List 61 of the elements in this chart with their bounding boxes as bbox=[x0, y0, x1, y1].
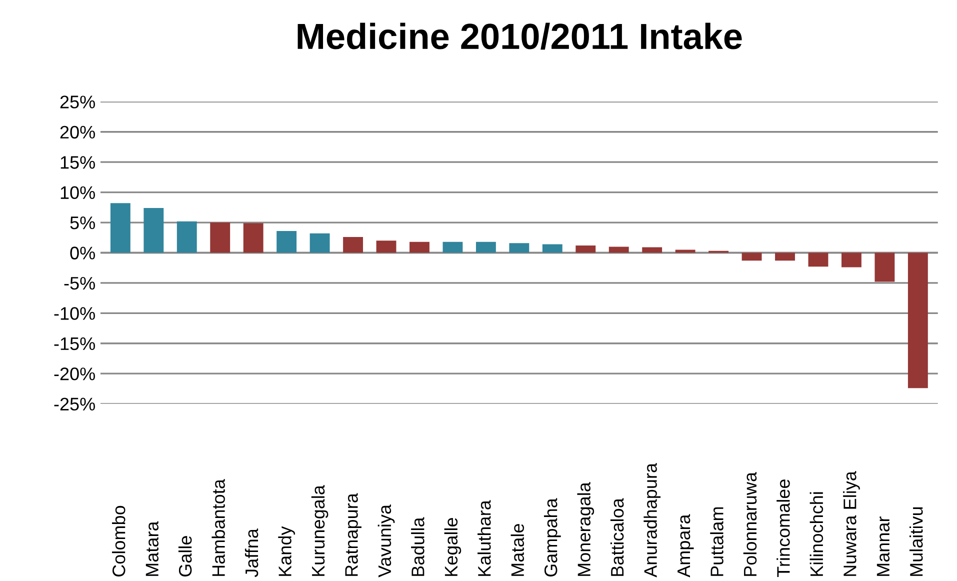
y-tick-label: -20% bbox=[54, 368, 95, 380]
x-tick-label: Batticaloa bbox=[610, 498, 624, 576]
bar bbox=[243, 223, 264, 253]
x-tick-label: Mannar bbox=[876, 516, 890, 576]
bar bbox=[874, 252, 895, 282]
x-tick-label: Gampaha bbox=[544, 498, 561, 576]
bar bbox=[110, 203, 130, 253]
x-tick-label: Hambantota bbox=[212, 479, 225, 576]
bar bbox=[808, 252, 828, 267]
y-tick-label: 15% bbox=[60, 156, 95, 169]
bar bbox=[144, 208, 164, 253]
x-tick-label: Kilinochchi bbox=[810, 492, 824, 576]
bar bbox=[775, 252, 795, 261]
y-tick-label: 5% bbox=[70, 216, 95, 230]
y-tick-label: 25% bbox=[60, 96, 95, 108]
bar bbox=[675, 250, 696, 253]
x-tick-label: Moneragala bbox=[577, 482, 594, 576]
x-tick-label: Matale bbox=[510, 524, 524, 576]
y-tick-label: -5% bbox=[64, 276, 95, 290]
bar bbox=[841, 252, 862, 268]
x-tick-label: Kandy bbox=[278, 526, 295, 576]
x-tick-label: Jaffna bbox=[244, 528, 258, 578]
x-tick-label: Trincomalee bbox=[776, 480, 790, 577]
bar bbox=[376, 240, 396, 253]
y-tick-label: 20% bbox=[60, 126, 95, 139]
bar bbox=[476, 242, 496, 253]
x-tick-label: Nuwara Eliya bbox=[843, 471, 860, 576]
bar bbox=[343, 237, 363, 253]
bar bbox=[410, 242, 430, 253]
bar bbox=[276, 230, 297, 253]
bar bbox=[176, 221, 197, 253]
x-tick-label: Galle bbox=[178, 536, 192, 576]
x-tick-label: Kurunegala bbox=[311, 485, 328, 576]
x-tick-label: Anuradhapura bbox=[644, 462, 661, 578]
bar bbox=[310, 233, 330, 253]
x-tick-label: Kegalle bbox=[444, 518, 462, 576]
bar bbox=[509, 243, 530, 253]
y-tick-label: -15% bbox=[54, 337, 95, 350]
x-tick-label: Colombo bbox=[112, 506, 126, 576]
x-tick-label: Kaluthara bbox=[478, 500, 491, 576]
bar bbox=[608, 246, 629, 253]
bar bbox=[642, 247, 662, 253]
x-tick-label: Matara bbox=[146, 521, 158, 576]
y-tick-label: 10% bbox=[60, 186, 95, 200]
y-tick-label: -10% bbox=[54, 307, 95, 320]
bar bbox=[542, 244, 562, 253]
y-tick-label: -25% bbox=[54, 398, 95, 411]
x-tick-label: Puttalam bbox=[710, 507, 724, 576]
bar bbox=[442, 242, 463, 253]
x-tick-label: Ratnapura bbox=[345, 493, 362, 576]
bar bbox=[210, 222, 230, 253]
x-tick-label: Ampara bbox=[678, 514, 694, 578]
x-tick-label: Badulla bbox=[411, 517, 424, 576]
x-tick-label: Polonnaruwa bbox=[743, 472, 757, 576]
x-tick-label: Vavuniya bbox=[378, 504, 395, 578]
y-tick-label: 0% bbox=[70, 246, 95, 260]
bar bbox=[742, 252, 762, 261]
bar bbox=[576, 245, 596, 253]
x-tick-label: Mulaitivu bbox=[910, 507, 923, 576]
chart-title: Medicine 2010/2011 Intake bbox=[298, 22, 742, 50]
bar bbox=[908, 252, 928, 388]
